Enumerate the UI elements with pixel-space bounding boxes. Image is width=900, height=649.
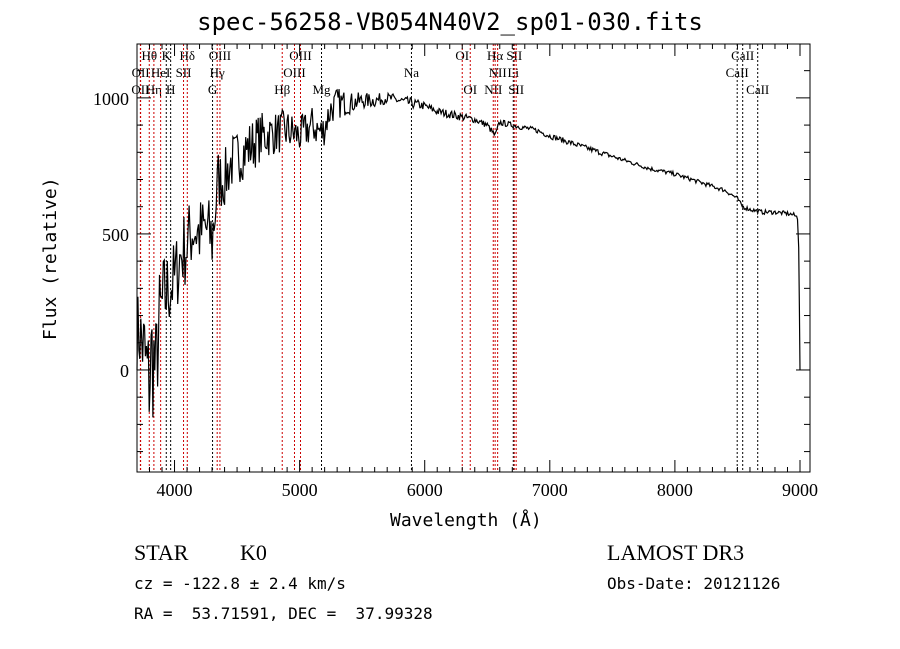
spectral-line-label: NII bbox=[489, 65, 507, 80]
spectral-line-label: Na bbox=[404, 65, 419, 80]
x-tick-label: 9000 bbox=[782, 480, 818, 500]
redshift-text: cz = -122.8 ± 2.4 km/s bbox=[134, 574, 346, 593]
spectral-line-label: OIII bbox=[209, 48, 231, 63]
spectral-line-label: Mg bbox=[312, 82, 331, 97]
x-tick-label: 5000 bbox=[282, 480, 318, 500]
y-tick-label: 500 bbox=[102, 225, 129, 245]
object-class: STAR bbox=[134, 540, 189, 565]
spectral-line-label: SII bbox=[176, 65, 192, 80]
ra-dec: RA = 53.71591, DEC = 37.99328 bbox=[134, 604, 433, 623]
spectral-line-label: CaII bbox=[746, 82, 769, 97]
spectral-line-label: H bbox=[166, 82, 175, 97]
x-axis-label: Wavelength (Å) bbox=[390, 510, 542, 531]
spectral-line-label: SII bbox=[508, 82, 524, 97]
spectral-line-label: NII bbox=[484, 82, 502, 97]
spectral-line-label: CaII bbox=[731, 48, 754, 63]
object-subclass: K0 bbox=[240, 540, 267, 565]
spectral-line-label: G bbox=[208, 82, 217, 97]
x-tick-label: 4000 bbox=[157, 480, 193, 500]
y-axis-label: Flux (relative) bbox=[40, 177, 61, 340]
spectral-line-label: K bbox=[162, 48, 172, 63]
spectral-line-label: OII bbox=[132, 65, 150, 80]
spectral-line-label: CaII bbox=[726, 65, 749, 80]
spectral-line-label: OI bbox=[455, 48, 469, 63]
x-tick-label: 7000 bbox=[532, 480, 568, 500]
y-tick-label: 1000 bbox=[93, 89, 129, 109]
spectral-line-label: Hθ bbox=[141, 48, 157, 63]
plot-frame bbox=[136, 43, 811, 473]
spectral-line-label: HeI bbox=[151, 65, 171, 80]
spectral-line-label: Hη bbox=[146, 82, 162, 97]
spectrum-line bbox=[136, 88, 801, 418]
x-tick-label: 6000 bbox=[407, 480, 443, 500]
chart-title: spec-56258-VB054N40V2_sp01-030.fits bbox=[197, 8, 703, 36]
spectral-line-label: OIII bbox=[289, 48, 311, 63]
obs-date: Obs-Date: 20121126 bbox=[607, 574, 781, 593]
spectral-line-label: SII bbox=[506, 48, 522, 63]
survey-name: LAMOST DR3 bbox=[607, 540, 745, 565]
y-tick-label: 0 bbox=[120, 361, 129, 381]
spectral-line-label: Hα bbox=[487, 48, 503, 63]
spectral-line-label: Li bbox=[507, 65, 519, 80]
spectral-line-label: Hγ bbox=[210, 65, 225, 80]
spectral-line-label: Hδ bbox=[180, 48, 196, 63]
spectral-line-label: OI bbox=[463, 82, 477, 97]
x-tick-label: 8000 bbox=[657, 480, 693, 500]
spectral-line-label: Hβ bbox=[274, 82, 290, 97]
spectral-line-label: OIII bbox=[283, 65, 305, 80]
